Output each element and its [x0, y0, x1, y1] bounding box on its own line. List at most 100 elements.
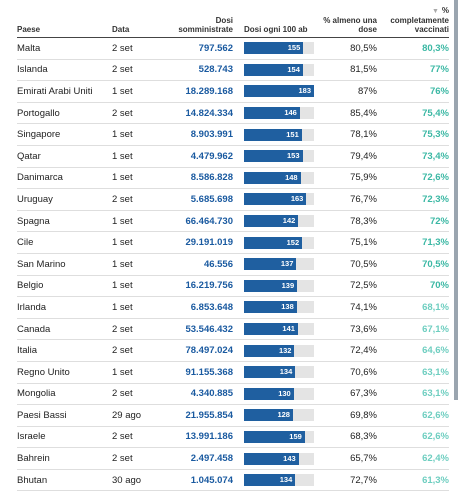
header-doses-per-100[interactable]: Dosi ogni 100 ab: [233, 6, 314, 38]
bar-fill: 154: [244, 63, 303, 76]
header-doses[interactable]: Dosi somministrate: [177, 6, 233, 38]
cell-first-dose: 72,4%: [314, 339, 377, 362]
cell-doses: 16.219.756: [177, 275, 233, 298]
cell-country: Paesi Bassi: [17, 404, 112, 427]
cell-date: 1 set: [112, 145, 177, 168]
cell-fully-vaccinated: 71,3%: [377, 231, 449, 254]
cell-date: 1 set: [112, 361, 177, 384]
cell-doses: 91.155.368: [177, 361, 233, 384]
table-row: Islanda 2 set 528.743 154 81,5% 77%: [17, 59, 449, 82]
bar-fill: 138: [244, 301, 297, 314]
cell-first-dose: 75,9%: [314, 167, 377, 190]
cell-fully-vaccinated: 72,6%: [377, 167, 449, 190]
bar-track: 137: [244, 258, 314, 271]
bar-track: 146: [244, 107, 314, 120]
cell-first-dose: 72,5%: [314, 275, 377, 298]
cell-doses-per-100: 134: [233, 361, 314, 384]
bar-value: 130: [278, 388, 291, 398]
cell-doses: 4.479.962: [177, 145, 233, 168]
header-fully-vaccinated[interactable]: ▼% completamente vaccinati: [377, 6, 449, 38]
bar-fill: 159: [244, 430, 305, 443]
cell-first-dose: 69,8%: [314, 404, 377, 427]
cell-country: Regno Unito: [17, 361, 112, 384]
cell-date: 2 set: [112, 339, 177, 362]
cell-first-dose: 67,3%: [314, 383, 377, 406]
cell-date: 2 set: [112, 447, 177, 470]
cell-doses-per-100: 154: [233, 59, 314, 82]
table-row: Cile 1 set 29.191.019 152 75,1% 71,3%: [17, 231, 449, 254]
bar-value: 139: [281, 280, 295, 290]
bar-track: 159: [244, 430, 314, 443]
bar-value: 134: [279, 367, 293, 377]
sort-desc-icon: ▼: [431, 8, 439, 15]
table-row: Qatar 1 set 4.479.962 153 79,4% 73,4%: [17, 145, 449, 168]
scrollbar[interactable]: [454, 0, 458, 400]
bar-value: 137: [280, 259, 294, 269]
cell-country: Islanda: [17, 59, 112, 82]
cell-first-dose: 85,4%: [314, 102, 377, 125]
table-row: Singapore 1 set 8.903.991 151 78,1% 75,3%: [17, 123, 449, 146]
bar-value: 148: [285, 172, 298, 182]
bar-fill: 130: [244, 387, 294, 400]
cell-doses-per-100: 151: [233, 123, 314, 146]
cell-first-dose: 76,7%: [314, 188, 377, 211]
cell-fully-vaccinated: 75,3%: [377, 123, 449, 146]
bar-value: 138: [281, 302, 294, 312]
cell-fully-vaccinated: 72%: [377, 210, 449, 233]
cell-doses-per-100: 148: [233, 167, 314, 190]
bar-value: 155: [287, 43, 301, 53]
bar-track: 152: [244, 236, 314, 249]
cell-first-dose: 72,7%: [314, 469, 377, 491]
header-first-dose[interactable]: % almeno una dose: [314, 6, 377, 38]
bar-value: 152: [286, 237, 300, 247]
header-date[interactable]: Data: [112, 6, 177, 38]
bar-value: 146: [284, 108, 297, 118]
header-country[interactable]: Paese: [17, 6, 112, 38]
cell-first-dose: 68,3%: [314, 426, 377, 449]
cell-first-dose: 81,5%: [314, 59, 377, 82]
cell-date: 1 set: [112, 275, 177, 298]
cell-first-dose: 74,1%: [314, 296, 377, 319]
cell-doses-per-100: 130: [233, 383, 314, 406]
bar-fill: 155: [244, 42, 304, 55]
table-row: Mongolia 2 set 4.340.885 130 67,3% 63,1%: [17, 383, 449, 406]
cell-date: 1 set: [112, 231, 177, 254]
cell-fully-vaccinated: 63,1%: [377, 361, 449, 384]
cell-first-dose: 87%: [314, 80, 377, 103]
cell-first-dose: 79,4%: [314, 145, 377, 168]
bar-track: 138: [244, 301, 314, 314]
bar-fill: 137: [244, 258, 297, 271]
cell-doses-per-100: 159: [233, 426, 314, 449]
cell-fully-vaccinated: 67,1%: [377, 318, 449, 341]
bar-fill: 128: [244, 409, 293, 422]
cell-doses-per-100: 134: [233, 469, 314, 491]
bar-track: 151: [244, 128, 314, 141]
table-row: Regno Unito 1 set 91.155.368 134 70,6% 63,1%: [17, 361, 449, 384]
cell-doses: 53.546.432: [177, 318, 233, 341]
cell-doses: 13.991.186: [177, 426, 233, 449]
bar-track: 142: [244, 215, 314, 228]
cell-country: Mongolia: [17, 383, 112, 406]
cell-doses: 5.685.698: [177, 188, 233, 211]
bar-fill: 163: [244, 193, 307, 206]
cell-fully-vaccinated: 76%: [377, 80, 449, 103]
cell-doses: 2.497.458: [177, 447, 233, 470]
cell-doses: 66.464.730: [177, 210, 233, 233]
cell-doses: 18.289.168: [177, 80, 233, 103]
cell-country: Cile: [17, 231, 112, 254]
cell-doses: 8.586.828: [177, 167, 233, 190]
cell-country: San Marino: [17, 253, 112, 276]
table-row: San Marino 1 set 46.556 137 70,5% 70,5%: [17, 253, 449, 276]
cell-first-dose: 70,6%: [314, 361, 377, 384]
bar-track: 130: [244, 387, 314, 400]
cell-doses-per-100: 137: [233, 253, 314, 276]
table-row: Irlanda 1 set 6.853.648 138 74,1% 68,1%: [17, 296, 449, 319]
bar-fill: 152: [244, 236, 303, 249]
cell-country: Spagna: [17, 210, 112, 233]
cell-date: 2 set: [112, 426, 177, 449]
cell-fully-vaccinated: 75,4%: [377, 102, 449, 125]
cell-doses-per-100: 163: [233, 188, 314, 211]
cell-date: 1 set: [112, 167, 177, 190]
cell-doses: 528.743: [177, 59, 233, 82]
bar-value: 151: [286, 129, 299, 139]
